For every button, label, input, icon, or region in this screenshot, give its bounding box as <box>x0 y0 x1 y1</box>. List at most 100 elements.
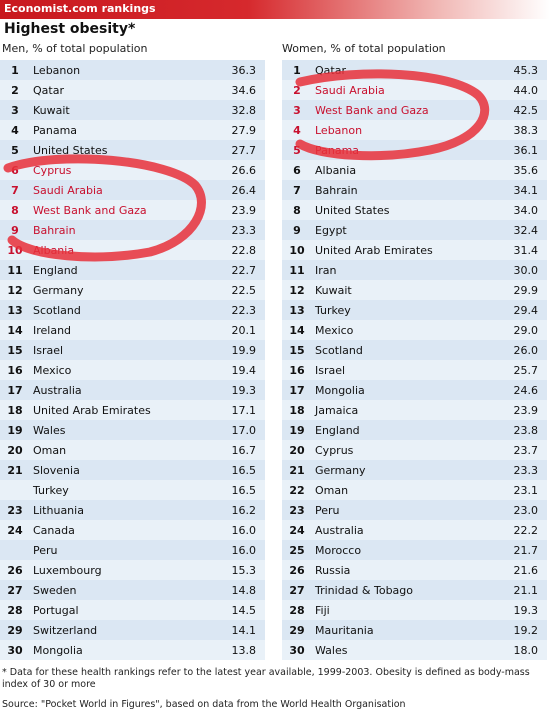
country-cell: Israel <box>33 343 64 357</box>
rank-cell: 27 <box>7 583 23 597</box>
table-row: 27 Sweden 14.8 <box>0 580 265 600</box>
country-cell: West Bank and Gaza <box>33 203 147 217</box>
country-cell: Russia <box>315 563 351 577</box>
rank-cell: 28 <box>289 603 305 617</box>
rank-cell: 4 <box>293 123 301 137</box>
table-row: 12 Kuwait 29.9 <box>282 280 547 300</box>
rank-cell: 22 <box>289 483 305 497</box>
value-cell: 16.0 <box>231 523 257 537</box>
value-cell: 15.3 <box>231 563 257 577</box>
country-cell: United Arab Emirates <box>33 403 151 417</box>
table-row: 11 Iran 30.0 <box>282 260 547 280</box>
rank-cell: 29 <box>289 623 305 637</box>
table-row: 3 West Bank and Gaza 42.5 <box>282 100 547 120</box>
value-cell: 26.6 <box>231 163 257 177</box>
rank-cell: 24 <box>7 523 23 537</box>
rank-cell: 12 <box>7 283 23 297</box>
value-cell: 42.5 <box>513 103 539 117</box>
value-cell: 35.6 <box>513 163 539 177</box>
table-row: 3 Kuwait 32.8 <box>0 100 265 120</box>
value-cell: 23.3 <box>513 463 539 477</box>
table-row: 5 United States 27.7 <box>0 140 265 160</box>
value-cell: 19.3 <box>513 603 539 617</box>
table-row: 5 Panama 36.1 <box>282 140 547 160</box>
country-cell: Peru <box>33 543 58 557</box>
rank-cell: 27 <box>289 583 305 597</box>
value-cell: 22.5 <box>231 283 257 297</box>
country-cell: Peru <box>315 503 340 517</box>
rank-cell: 17 <box>289 383 305 397</box>
value-cell: 13.8 <box>231 643 257 657</box>
country-cell: Jamaica <box>315 403 359 417</box>
value-cell: 16.7 <box>231 443 257 457</box>
rank-cell: 30 <box>7 643 23 657</box>
value-cell: 36.3 <box>231 63 257 77</box>
rank-cell: 8 <box>293 203 301 217</box>
table-row: 6 Albania 35.6 <box>282 160 547 180</box>
table-row: 10 Albania 22.8 <box>0 240 265 260</box>
country-cell: Kuwait <box>315 283 352 297</box>
value-cell: 26.4 <box>231 183 257 197</box>
value-cell: 25.7 <box>513 363 539 377</box>
rank-cell: 23 <box>289 503 305 517</box>
country-cell: Wales <box>315 643 348 657</box>
rank-cell: 9 <box>293 223 301 237</box>
country-cell: Oman <box>33 443 67 457</box>
rank-cell: 13 <box>7 303 23 317</box>
rank-cell: 11 <box>7 263 23 277</box>
rank-cell: 18 <box>289 403 305 417</box>
table-row: 20 Oman 16.7 <box>0 440 265 460</box>
country-cell: Qatar <box>33 83 64 97</box>
rank-cell: 4 <box>11 123 19 137</box>
country-cell: Egypt <box>315 223 347 237</box>
value-cell: 19.3 <box>231 383 257 397</box>
table-row: 29 Mauritania 19.2 <box>282 620 547 640</box>
table-row: 18 United Arab Emirates 17.1 <box>0 400 265 420</box>
value-cell: 44.0 <box>513 83 539 97</box>
rank-cell: 2 <box>293 83 301 97</box>
rank-cell: 13 <box>289 303 305 317</box>
rank-cell: 2 <box>11 83 19 97</box>
rank-cell: 18 <box>7 403 23 417</box>
value-cell: 19.2 <box>513 623 539 637</box>
value-cell: 19.4 <box>231 363 257 377</box>
value-cell: 14.1 <box>231 623 257 637</box>
table-row: 1 Lebanon 36.3 <box>0 60 265 80</box>
rank-cell: 19 <box>289 423 305 437</box>
women-ranking-table: 1 Qatar 45.3 2 Saudi Arabia 44.0 3 West Bank an… <box>282 60 547 660</box>
country-cell: United States <box>315 203 390 217</box>
table-row: 22 Oman 23.1 <box>282 480 547 500</box>
value-cell: 26.0 <box>513 343 539 357</box>
country-cell: Portugal <box>33 603 79 617</box>
country-cell: Turkey <box>315 303 351 317</box>
rank-cell: 26 <box>7 563 23 577</box>
value-cell: 16.2 <box>231 503 257 517</box>
rank-cell: 12 <box>289 283 305 297</box>
value-cell: 45.3 <box>513 63 539 77</box>
country-cell: Switzerland <box>33 623 98 637</box>
rank-cell: 21 <box>7 463 23 477</box>
country-cell: Cyprus <box>315 443 354 457</box>
rank-cell: 14 <box>289 323 305 337</box>
country-cell: Australia <box>315 523 364 537</box>
country-cell: Sweden <box>33 583 77 597</box>
country-cell: Lebanon <box>315 123 363 137</box>
value-cell: 21.7 <box>513 543 539 557</box>
table-row: 30 Mongolia 13.8 <box>0 640 265 660</box>
value-cell: 17.1 <box>231 403 257 417</box>
country-cell: Bahrain <box>315 183 358 197</box>
value-cell: 29.9 <box>513 283 539 297</box>
table-row: 27 Trinidad & Tobago 21.1 <box>282 580 547 600</box>
country-cell: Bahrain <box>33 223 76 237</box>
table-row: 20 Cyprus 23.7 <box>282 440 547 460</box>
value-cell: 23.1 <box>513 483 539 497</box>
table-row: 7 Bahrain 34.1 <box>282 180 547 200</box>
value-cell: 27.9 <box>231 123 257 137</box>
value-cell: 23.7 <box>513 443 539 457</box>
value-cell: 23.3 <box>231 223 257 237</box>
country-cell: United Arab Emirates <box>315 243 433 257</box>
country-cell: Iran <box>315 263 337 277</box>
table-row: 13 Scotland 22.3 <box>0 300 265 320</box>
country-cell: Kuwait <box>33 103 70 117</box>
table-row: 26 Russia 21.6 <box>282 560 547 580</box>
